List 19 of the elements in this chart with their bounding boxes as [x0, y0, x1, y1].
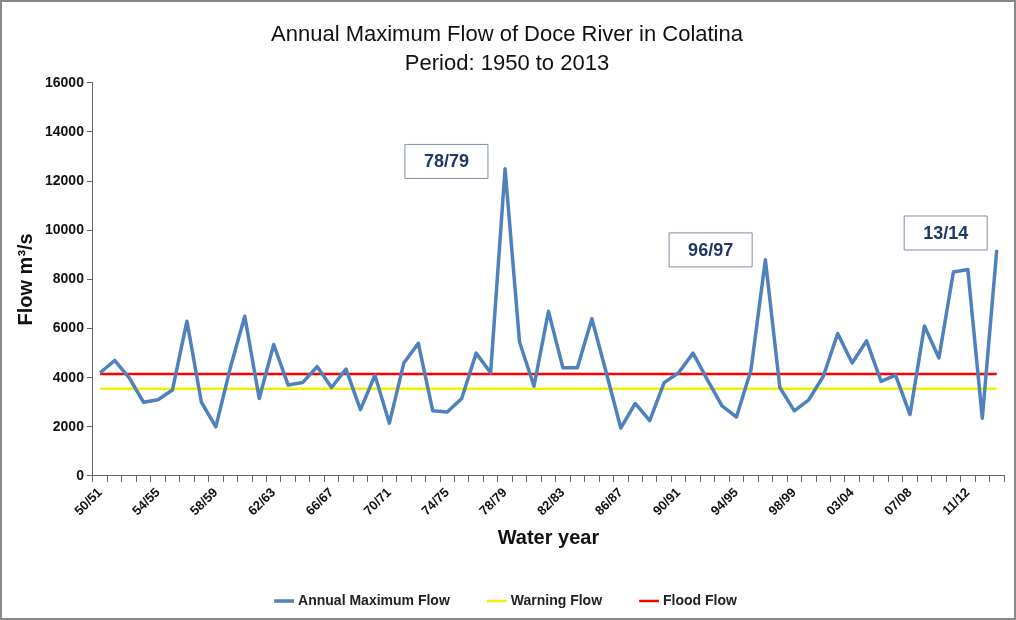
y-tick-label: 16000: [44, 73, 85, 90]
annotation: 78/79: [423, 151, 469, 172]
annotation: 13/14: [923, 222, 969, 243]
y-tick-label: 10000: [44, 221, 85, 238]
x-axis-title: Water year: [497, 525, 600, 548]
legend-label: Annual Maximum Flow: [298, 591, 450, 608]
y-tick-label: 2000: [52, 417, 85, 434]
y-tick-label: 8000: [52, 270, 85, 287]
y-tick-label: 14000: [44, 122, 85, 139]
y-axis-title: Flow m³/s: [13, 233, 36, 326]
legend-label: Warning Flow: [510, 591, 603, 608]
chart-title: Annual Maximum Flow of Doce River in Colatina: [271, 21, 744, 47]
y-tick-label: 4000: [52, 368, 85, 385]
y-tick-label: 6000: [52, 319, 85, 336]
annotation: 96/97: [688, 239, 734, 260]
chart-subtitle: Period: 1950 to 2013: [404, 49, 610, 75]
y-tick-label: 0: [76, 466, 85, 483]
legend-label: Flood Flow: [663, 591, 738, 608]
y-tick-label: 12000: [44, 171, 85, 188]
